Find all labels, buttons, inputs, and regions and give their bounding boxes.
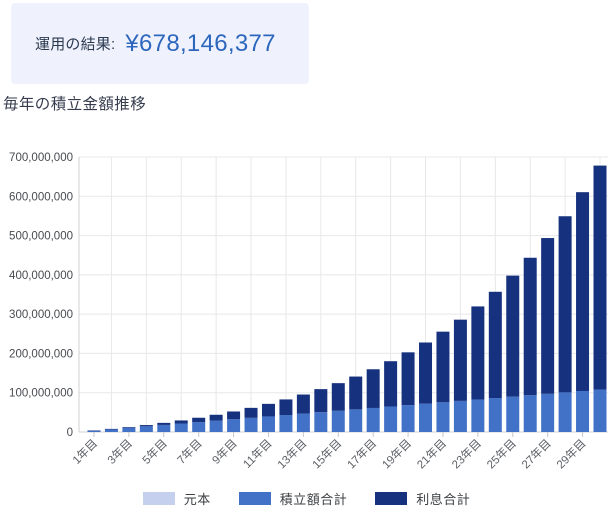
bar-segment-積立額合計[interactable] [436,402,450,432]
bar-segment-積立額合計[interactable] [349,409,363,432]
bar-segment-積立額合計[interactable] [366,407,380,432]
bar-segment-積立額合計[interactable] [488,398,502,432]
bar-segment-利息合計[interactable] [419,342,433,404]
bar-segment-利息合計[interactable] [523,257,537,396]
x-axis-tick-label: 17年目 [344,436,379,471]
bar-segment-利息合計[interactable] [331,383,345,411]
bar-segment-積立額合計[interactable] [157,424,171,432]
bar-segment-利息合計[interactable] [122,427,136,428]
bar-segment-利息合計[interactable] [104,428,118,430]
x-axis-tick-label: 27年目 [519,436,554,471]
bar-segment-利息合計[interactable] [314,389,328,413]
bar-segment-積立額合計[interactable] [122,427,136,432]
bar-segment-利息合計[interactable] [401,352,415,406]
y-axis-tick-label: 500,000,000 [9,231,73,243]
accumulation-bar-chart: 0 100,000,000 200,000,000 300,000,000 400,00… [9,152,608,471]
bar-segment-利息合計[interactable] [453,319,467,401]
bar-segment-積立額合計[interactable] [174,423,188,432]
bar-segment-積立額合計[interactable] [244,417,258,432]
y-axis-tick-label: 400,000,000 [9,270,73,282]
bar-segment-利息合計[interactable] [541,238,555,394]
bar-segment-積立額合計[interactable] [331,410,345,432]
x-axis-tick-label: 19年目 [379,436,414,471]
bar-segment-積立額合計[interactable] [192,422,206,432]
bar-segment-利息合計[interactable] [261,403,275,417]
y-axis-tick-label: 600,000,000 [9,191,73,203]
x-axis-tick-label: 13年目 [274,436,309,471]
y-axis-tick-label: 700,000,000 [9,152,73,164]
bar-segment-積立額合計[interactable] [384,406,398,432]
bar-segment-積立額合計[interactable] [593,389,607,432]
bar-segment-利息合計[interactable] [384,361,398,407]
bar-segment-利息合計[interactable] [139,425,153,427]
bar-segment-積立額合計[interactable] [87,430,101,432]
bar-segment-積立額合計[interactable] [227,419,241,432]
legend-swatch-icon [238,491,271,505]
bar-segment-利息合計[interactable] [593,165,607,390]
x-axis-tick-label: 23年目 [449,436,484,471]
bar-segment-積立額合計[interactable] [471,399,485,432]
legend-swatch-icon [375,491,408,505]
bar-segment-積立額合計[interactable] [314,412,328,432]
legend-swatch-icon [142,491,175,505]
x-axis-tick-label: 5年目 [139,436,170,467]
bar-segment-積立額合計[interactable] [139,426,153,432]
bar-segment-積立額合計[interactable] [261,416,275,432]
x-axis-tick-label: 11年目 [240,436,275,471]
bar-segment-積立額合計[interactable] [453,400,467,432]
bar-segment-利息合計[interactable] [279,399,293,416]
legend-label: 積立額合計 [279,491,348,507]
legend-label: 利息合計 [416,491,471,507]
legend-label: 元本 [183,491,211,507]
x-axis-tick-label: 29年目 [553,436,588,471]
legend-item-利息合計[interactable]: 利息合計 [375,489,470,508]
bar-segment-積立額合計[interactable] [104,429,118,432]
bar-segment-利息合計[interactable] [174,420,188,424]
bar-segment-利息合計[interactable] [244,407,258,418]
chart-legend: 元本 積立額合計 利息合計 [0,489,613,507]
bar-segment-利息合計[interactable] [506,275,520,397]
bar-segment-利息合計[interactable] [576,192,590,391]
result-value: ¥678,146,377 [125,29,276,57]
bar-segment-積立額合計[interactable] [419,403,433,432]
x-axis-tick-label: 3年目 [104,436,135,467]
bar-segment-積立額合計[interactable] [279,415,293,432]
chart-title: 毎年の積立金額推移 [3,96,147,113]
bar-segment-積立額合計[interactable] [523,395,537,432]
bar-segment-利息合計[interactable] [227,411,241,420]
x-axis-tick-label: 1年目 [69,436,100,467]
bar-segment-利息合計[interactable] [296,394,310,414]
bar-segment-利息合計[interactable] [558,216,572,393]
bar-segment-積立額合計[interactable] [558,392,572,432]
bar-segment-利息合計[interactable] [488,291,502,399]
x-axis-tick-label: 21年目 [414,436,449,471]
bar-segment-利息合計[interactable] [157,422,171,425]
x-axis-tick-label: 9年目 [209,436,240,467]
result-panel: 運用の結果: ¥678,146,377 [11,3,309,84]
bar-segment-利息合計[interactable] [192,417,206,423]
bar-segment-利息合計[interactable] [366,369,380,408]
bar-segment-積立額合計[interactable] [576,390,590,432]
x-axis-tick-label: 7年目 [174,436,205,467]
bar-segment-積立額合計[interactable] [401,405,415,432]
result-label: 運用の結果: [35,36,116,53]
bar-segment-積立額合計[interactable] [541,393,555,432]
bar-segment-積立額合計[interactable] [506,396,520,432]
y-axis-tick-label: 0 [67,427,73,439]
bar-segment-利息合計[interactable] [436,331,450,403]
legend-item-積立額合計[interactable]: 積立額合計 [238,489,348,508]
y-axis-tick-label: 100,000,000 [9,388,73,400]
x-axis-tick-label: 25年目 [484,436,519,471]
bar-segment-利息合計[interactable] [349,376,363,410]
bar-segment-利息合計[interactable] [471,306,485,400]
x-axis-tick-label: 15年目 [309,436,344,471]
bar-segment-積立額合計[interactable] [296,413,310,432]
bar-segment-利息合計[interactable] [209,414,223,421]
y-axis-tick-label: 200,000,000 [9,348,73,360]
legend-item-元本[interactable]: 元本 [142,489,211,508]
y-axis-tick-label: 300,000,000 [9,309,73,321]
bar-segment-利息合計[interactable] [87,430,101,432]
bar-segment-積立額合計[interactable] [209,420,223,432]
